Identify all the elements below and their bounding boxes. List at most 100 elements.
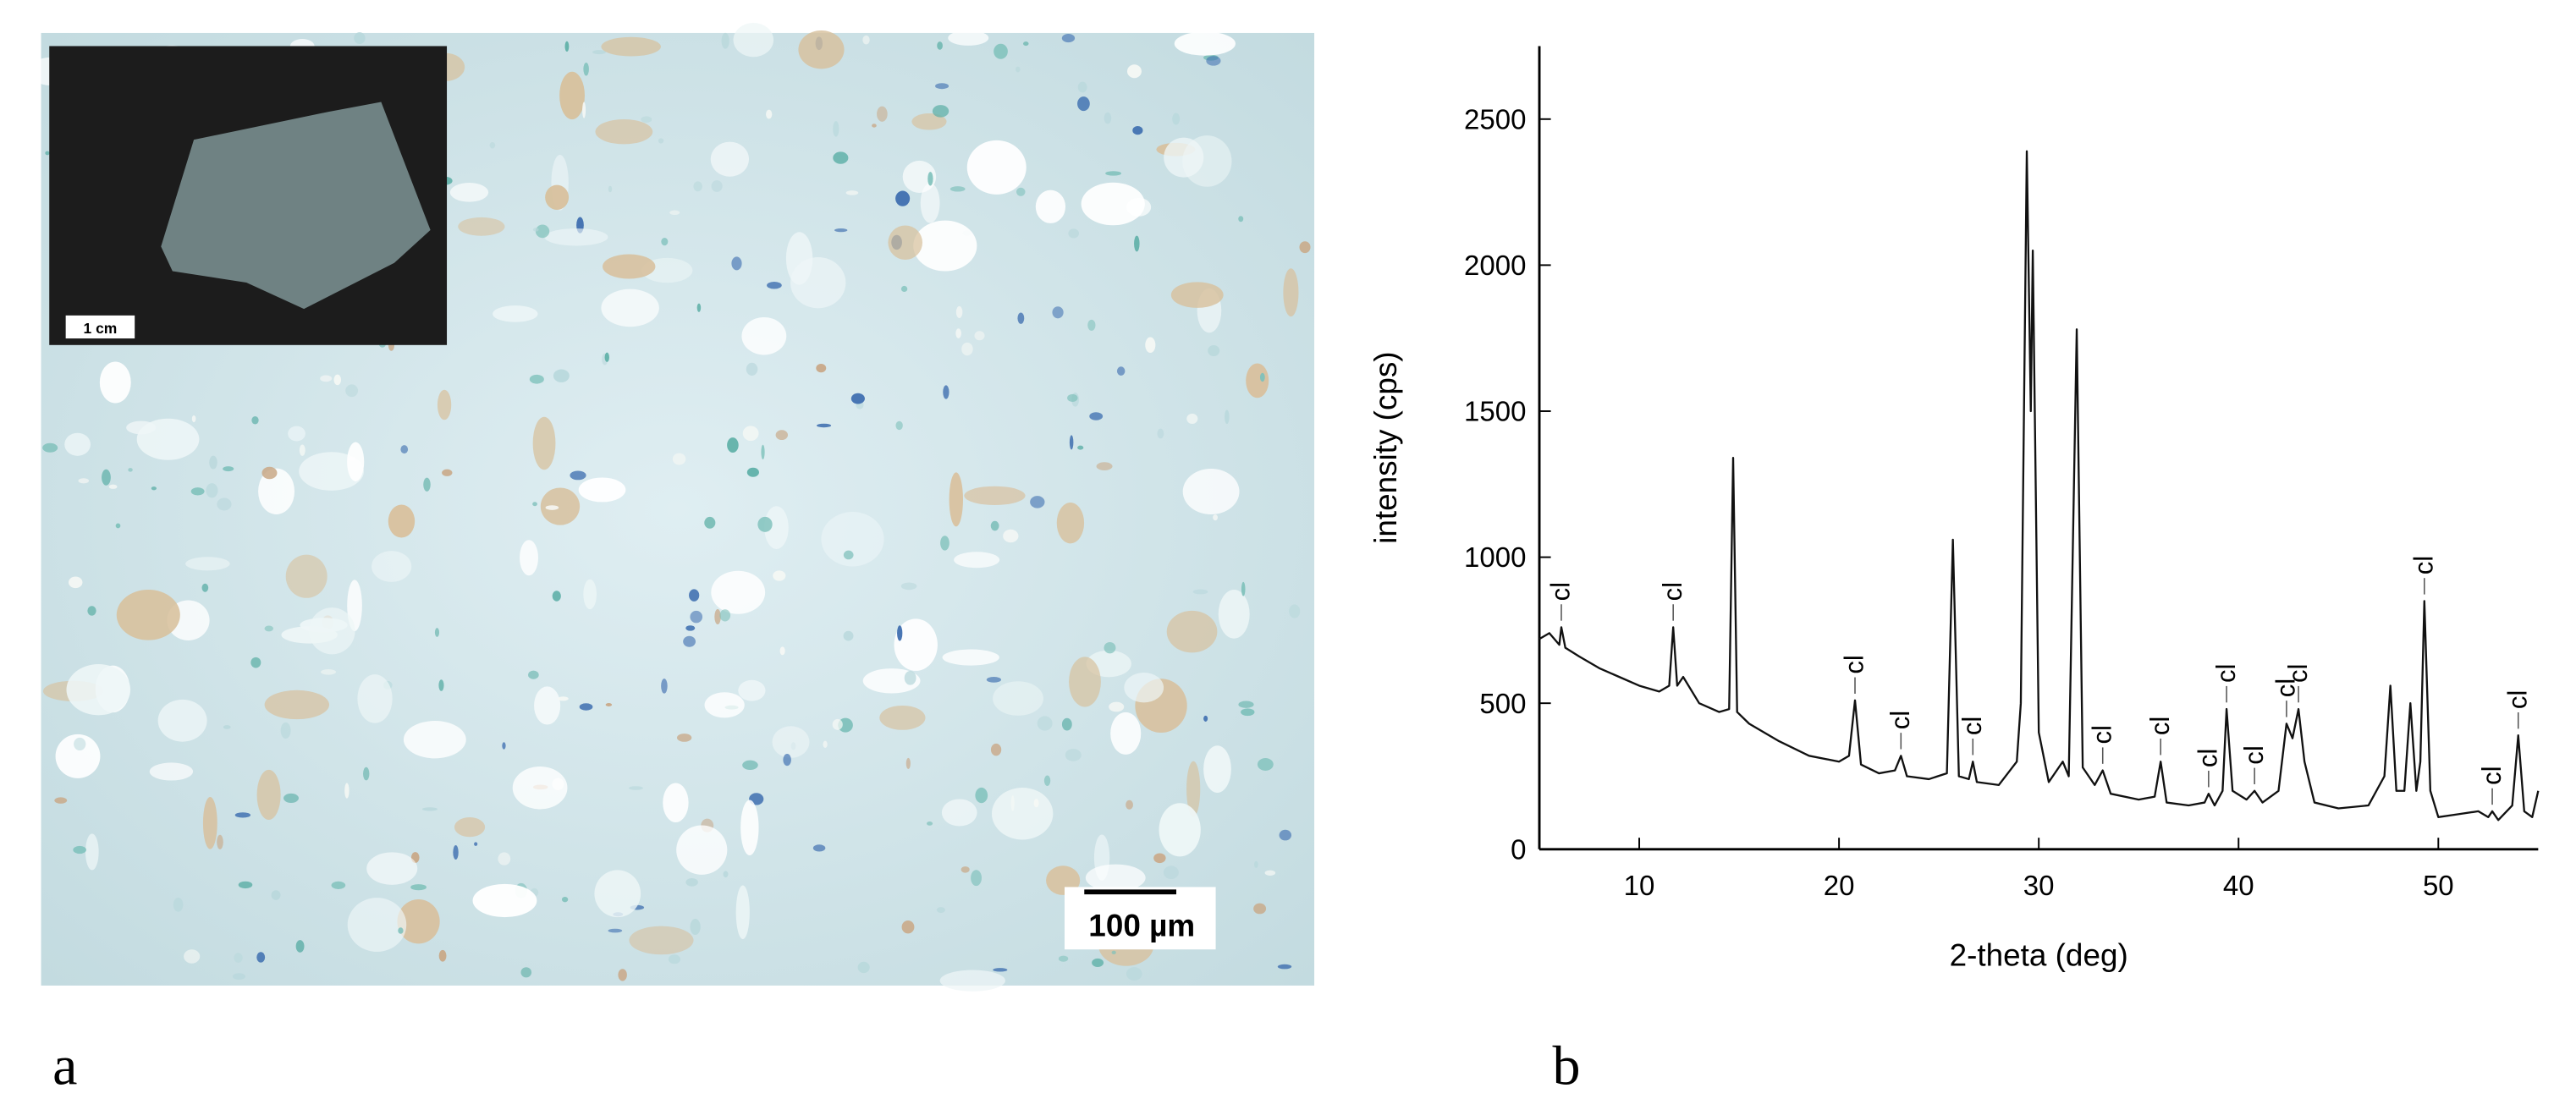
grain <box>1203 715 1208 722</box>
y-tick-label: 2500 <box>1464 103 1526 135</box>
grain <box>583 579 597 610</box>
grain <box>900 582 917 591</box>
grain <box>783 754 791 767</box>
grain <box>943 385 949 399</box>
grain <box>1056 503 1085 544</box>
grain <box>108 484 118 489</box>
grain <box>372 551 412 582</box>
grain <box>85 833 99 871</box>
grain <box>458 217 505 236</box>
grain <box>832 718 843 730</box>
grain <box>264 625 274 632</box>
annotation: cl <box>2211 664 2241 683</box>
xrd-chart: 0 500 1000 1500 2000 2500 10 20 30 40 50 2-theta (d… <box>1368 46 2540 973</box>
grain <box>1023 41 1029 47</box>
grain <box>955 305 963 319</box>
grain <box>817 423 832 428</box>
grain <box>897 625 903 641</box>
grain <box>234 812 251 818</box>
grain <box>561 896 569 903</box>
grain <box>668 954 681 964</box>
grain <box>1069 657 1101 707</box>
grain <box>605 702 613 706</box>
grain <box>1145 337 1156 354</box>
grain <box>1065 749 1082 761</box>
grain <box>1153 853 1166 864</box>
grain <box>663 783 689 822</box>
grain <box>68 576 83 589</box>
grain <box>955 328 961 338</box>
grain <box>295 940 305 953</box>
grain <box>151 486 157 491</box>
grain <box>173 898 184 912</box>
grain <box>190 487 205 496</box>
sample-fragment <box>161 102 431 310</box>
grain <box>400 445 409 454</box>
grain <box>661 679 668 694</box>
grain <box>1116 366 1126 376</box>
grain <box>895 420 903 431</box>
grain <box>1092 958 1104 968</box>
grain <box>217 497 232 511</box>
grain <box>690 610 703 624</box>
grain <box>1104 112 1112 124</box>
grain <box>766 109 773 119</box>
grain <box>1283 268 1299 317</box>
grain <box>285 554 328 598</box>
grain <box>772 726 810 758</box>
grain <box>1299 241 1311 254</box>
grain <box>288 426 305 442</box>
grain <box>676 734 692 742</box>
grain <box>264 690 330 720</box>
grain <box>936 907 945 914</box>
grain <box>773 570 786 581</box>
grain <box>693 181 702 192</box>
grain <box>790 257 846 309</box>
grain <box>746 467 759 477</box>
grain <box>1208 344 1220 357</box>
grain <box>618 969 627 981</box>
grain <box>115 523 121 529</box>
grain <box>366 852 418 885</box>
grain <box>191 415 196 423</box>
grain <box>894 618 938 671</box>
grain <box>559 71 585 120</box>
grain <box>727 437 739 453</box>
grain <box>449 183 489 202</box>
grain <box>608 928 623 933</box>
grain <box>184 949 201 964</box>
grain <box>1163 865 1179 880</box>
grain <box>578 477 626 503</box>
grain <box>1277 964 1292 970</box>
grain <box>1159 803 1201 857</box>
grain <box>1110 712 1142 755</box>
grain <box>1126 64 1142 79</box>
grain <box>437 389 452 420</box>
grain <box>1104 641 1116 654</box>
grain <box>532 416 556 470</box>
grain <box>149 762 194 781</box>
grain <box>895 190 911 206</box>
grain <box>553 369 570 382</box>
grain <box>520 967 532 978</box>
grain <box>157 699 207 742</box>
grain <box>87 606 96 616</box>
grain <box>704 692 745 718</box>
grain <box>608 185 613 193</box>
grain <box>850 393 865 404</box>
grain <box>857 961 870 974</box>
grain <box>202 796 217 849</box>
grain <box>990 743 1002 756</box>
grain <box>1037 716 1053 731</box>
y-tick-label: 500 <box>1479 688 1526 719</box>
grain <box>949 472 963 527</box>
grain <box>544 228 608 246</box>
grain <box>902 160 937 193</box>
grain <box>594 870 641 918</box>
x-tick-label: 10 <box>1624 870 1655 901</box>
grain <box>1164 137 1204 178</box>
grain <box>1225 409 1230 425</box>
grain <box>1111 950 1116 954</box>
grain <box>629 786 643 790</box>
inset-scale-label: 1 cm <box>84 320 118 337</box>
